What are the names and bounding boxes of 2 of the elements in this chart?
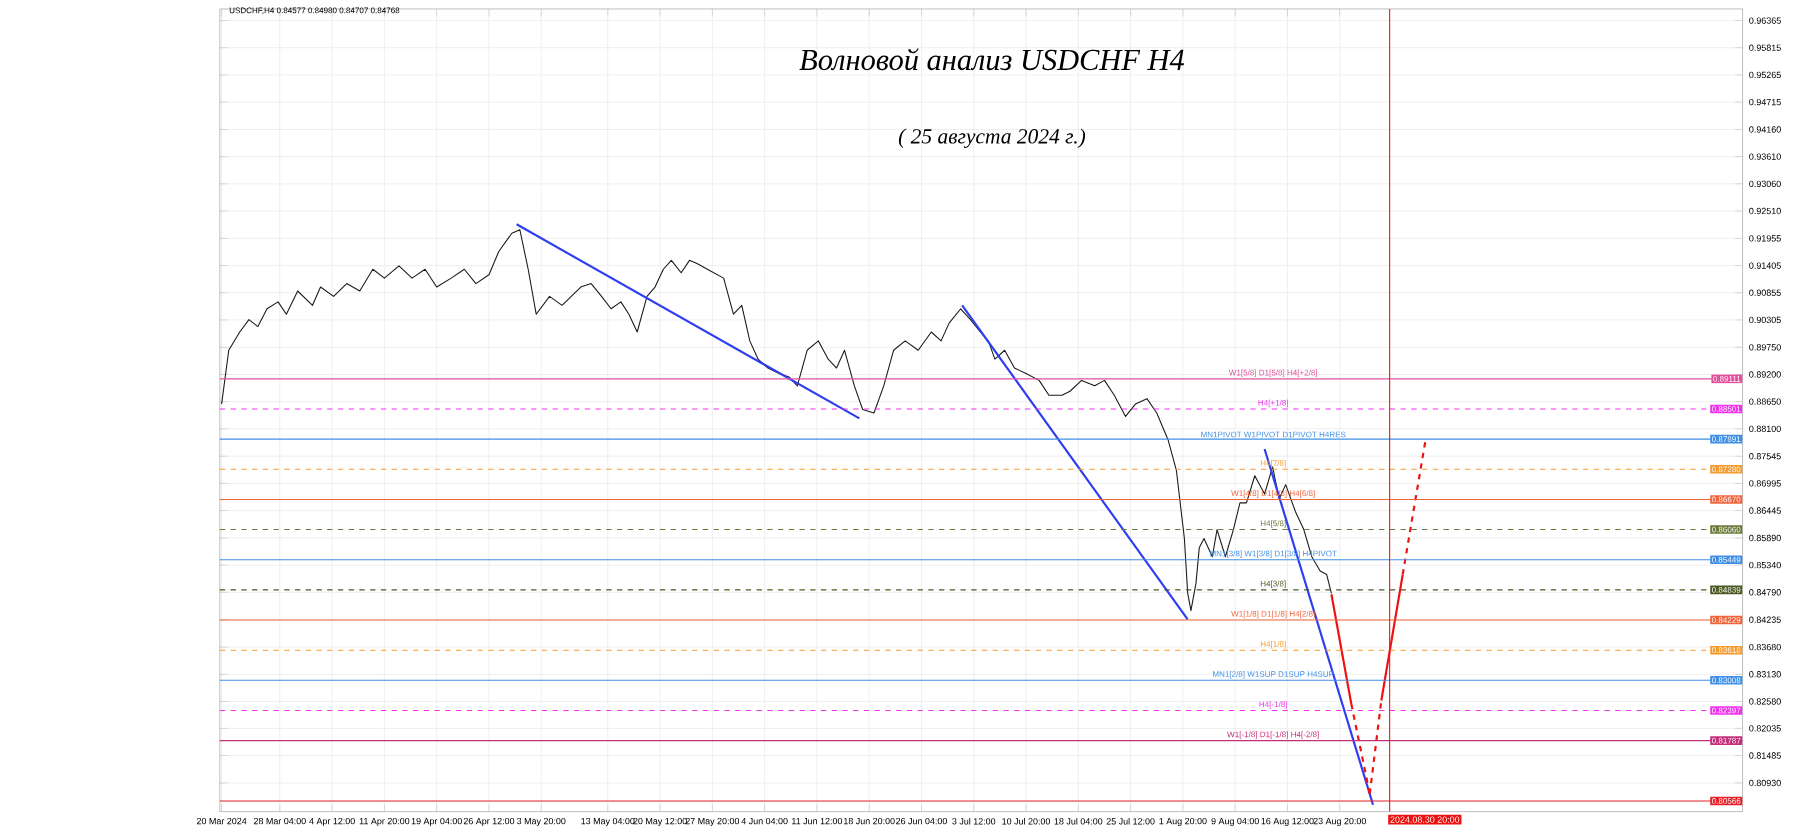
text: ( 25 августа 2024 г.) (898, 128, 1086, 148)
text: Волновой анализ USDCHF H4 (799, 48, 1185, 71)
